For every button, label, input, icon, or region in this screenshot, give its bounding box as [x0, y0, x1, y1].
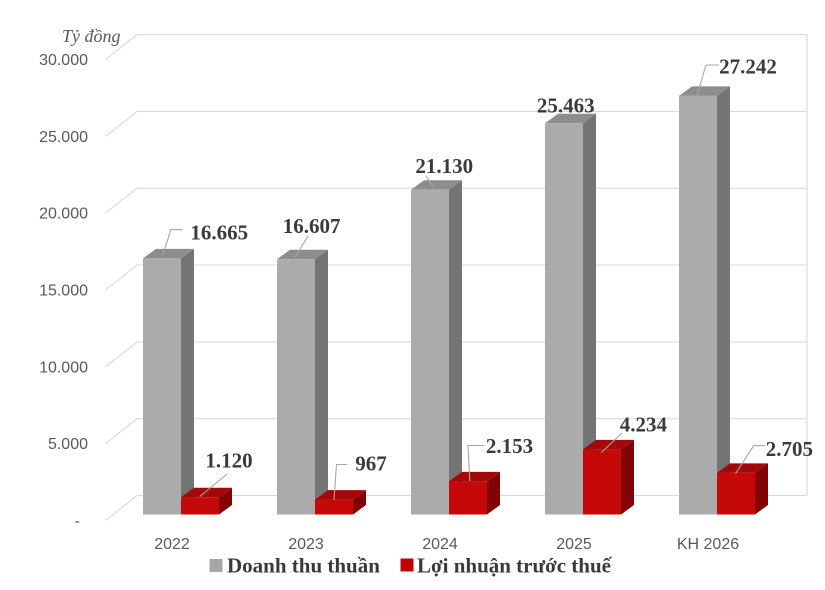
svg-text:Tỷ đồng: Tỷ đồng [62, 26, 121, 46]
svg-text:16.607: 16.607 [283, 214, 341, 238]
svg-text:KH 2026: KH 2026 [677, 536, 739, 553]
svg-text:Doanh thu thuần: Doanh thu thuần [227, 554, 380, 578]
svg-text:16.665: 16.665 [190, 221, 248, 245]
svg-text:25.463: 25.463 [537, 94, 595, 118]
svg-text:20.000: 20.000 [39, 206, 88, 223]
svg-text:-: - [75, 513, 80, 530]
svg-text:1.120: 1.120 [205, 449, 252, 473]
svg-text:2025: 2025 [556, 536, 592, 553]
svg-text:10.000: 10.000 [39, 359, 88, 376]
svg-text:27.242: 27.242 [719, 54, 777, 78]
svg-text:2.705: 2.705 [766, 437, 813, 461]
svg-text:2023: 2023 [288, 536, 324, 553]
svg-text:2.153: 2.153 [486, 434, 533, 458]
svg-text:4.234: 4.234 [620, 413, 668, 437]
svg-text:967: 967 [355, 452, 387, 476]
svg-text:25.000: 25.000 [39, 129, 88, 146]
svg-text:21.130: 21.130 [415, 154, 473, 178]
svg-text:2024: 2024 [422, 536, 458, 553]
svg-text:30.000: 30.000 [39, 52, 88, 69]
svg-text:Lợi nhuận trước thuế: Lợi nhuận trước thuế [417, 554, 613, 578]
svg-text:5.000: 5.000 [48, 436, 88, 453]
svg-text:2022: 2022 [154, 536, 190, 553]
svg-text:15.000: 15.000 [39, 283, 88, 300]
